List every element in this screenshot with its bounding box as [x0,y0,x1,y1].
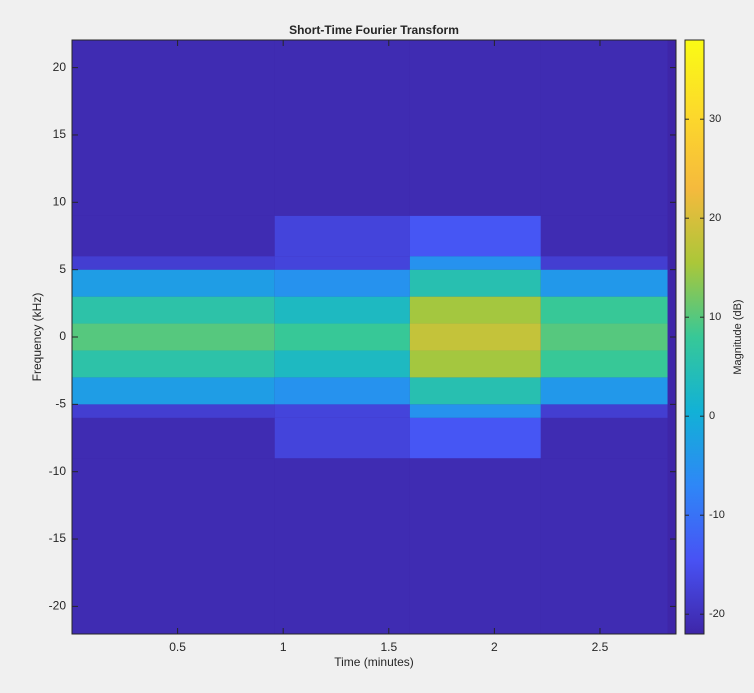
colorbar-label: Magnitude (dB) [732,299,744,374]
colorbar-tick-label: 0 [709,410,715,422]
spectrogram-cell [274,417,410,459]
x-tick-label: 2 [491,640,498,654]
y-tick-label: -20 [49,599,67,613]
spectrogram-cell [540,296,668,324]
spectrogram-cell [72,40,275,216]
y-tick-label: 0 [59,329,66,343]
spectrogram-cell [274,215,410,257]
spectrogram-cell [274,404,410,418]
spectrogram-cell [274,323,410,351]
spectrogram-cell [409,323,541,351]
spectrogram-cell [72,404,275,418]
y-tick-label: -15 [49,531,67,545]
spectrogram-cell [540,323,668,351]
spectrogram-cell [72,269,275,297]
spectrogram-cell [72,377,275,405]
spectrogram-cell [72,350,275,378]
x-axis-label: Time (minutes) [334,655,414,669]
y-axis-label: Frequency (kHz) [30,293,44,382]
spectrogram-cell [409,215,541,257]
spectrogram-cell [72,458,275,634]
spectrogram-cell [409,350,541,378]
spectrogram-cell [72,323,275,351]
spectrogram-cell [409,377,541,405]
spectrogram-cell [540,40,668,216]
spectrogram-cell [72,256,275,270]
x-tick-label: 2.5 [592,640,609,654]
spectrogram-cell [274,40,410,216]
spectrogram-cell [540,215,668,257]
colorbar-tick-label: 20 [709,212,721,224]
x-tick-label: 1.5 [380,640,397,654]
spectrogram-cell [409,256,541,270]
spectrogram-cell [540,404,668,418]
spectrogram-cell [409,296,541,324]
spectrogram-cell [409,404,541,418]
colorbar-tick-label: 10 [709,311,721,323]
spectrogram-cell [540,350,668,378]
x-tick-label: 0.5 [169,640,186,654]
spectrogram-cell [409,458,541,634]
spectrogram-cell [540,458,668,634]
spectrogram-cell [409,269,541,297]
y-tick-label: 10 [53,194,67,208]
y-tick-label: 15 [53,127,67,141]
spectrogram-cell [274,256,410,270]
spectrogram-cell [274,458,410,634]
y-tick-label: -5 [55,397,66,411]
spectrogram-cell [274,350,410,378]
spectrogram-cell [274,269,410,297]
spectrogram-cell [540,256,668,270]
spectrogram-cell [72,215,275,257]
spectrogram-cell [540,269,668,297]
chart-title: Short-Time Fourier Transform [289,23,459,37]
colorbar [684,39,705,635]
y-tick-label: -10 [49,464,67,478]
spectrogram-cell [540,417,668,459]
colorbar-tick-label: 30 [709,113,721,125]
spectrogram-cell [409,40,541,216]
spectrogram-cell [274,296,410,324]
spectrogram-cell [72,296,275,324]
y-tick-label: 20 [53,60,67,74]
colorbar-tick-label: -20 [709,608,725,620]
colorbar-tick-label: -10 [709,509,725,521]
x-tick-label: 1 [280,640,287,654]
spectrogram-cell [540,377,668,405]
spectrogram-cell [72,417,275,459]
spectrogram-cell [274,377,410,405]
spectrogram-cell [409,417,541,459]
y-tick-label: 5 [59,262,66,276]
